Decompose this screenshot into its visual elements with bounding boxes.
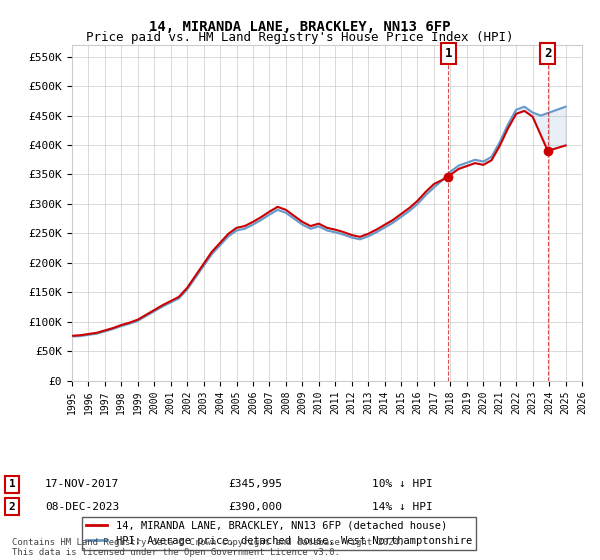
Text: Price paid vs. HM Land Registry's House Price Index (HPI): Price paid vs. HM Land Registry's House … [86,31,514,44]
Text: £345,995: £345,995 [228,479,282,489]
Text: 10% ↓ HPI: 10% ↓ HPI [372,479,433,489]
Text: 17-NOV-2017: 17-NOV-2017 [45,479,119,489]
Text: 2: 2 [544,47,551,60]
Text: 14, MIRANDA LANE, BRACKLEY, NN13 6FP: 14, MIRANDA LANE, BRACKLEY, NN13 6FP [149,20,451,34]
Text: £390,000: £390,000 [228,502,282,512]
Text: 2: 2 [8,502,16,512]
Text: Contains HM Land Registry data © Crown copyright and database right 2024.
This d: Contains HM Land Registry data © Crown c… [12,538,404,557]
Text: 08-DEC-2023: 08-DEC-2023 [45,502,119,512]
Text: 14% ↓ HPI: 14% ↓ HPI [372,502,433,512]
Text: 1: 1 [8,479,16,489]
Legend: 14, MIRANDA LANE, BRACKLEY, NN13 6FP (detached house), HPI: Average price, detac: 14, MIRANDA LANE, BRACKLEY, NN13 6FP (de… [82,517,476,550]
Text: 1: 1 [445,47,452,60]
